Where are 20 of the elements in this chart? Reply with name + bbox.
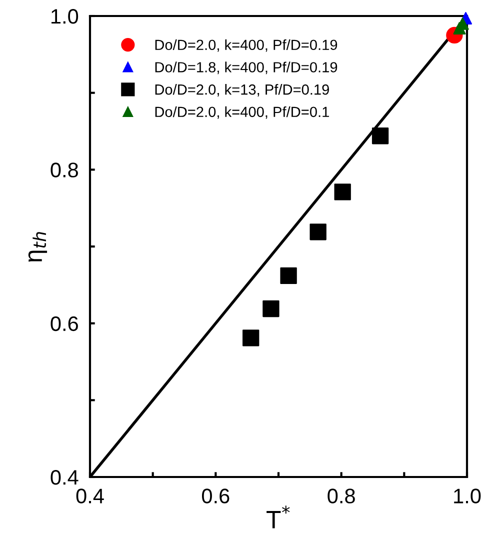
y-tick-label: 0.8: [50, 162, 78, 178]
legend-label: Do/D=2.0, k=400, Pf/D=0.1: [155, 106, 329, 119]
point: [334, 184, 351, 200]
x-tick-label: 1.0: [454, 488, 481, 504]
point: [310, 224, 326, 240]
point: [280, 267, 297, 284]
x-axis-title: T$^{*}$: [266, 506, 290, 528]
y-axis-title: η$_{th}$: [28, 232, 48, 262]
point: [242, 330, 260, 346]
point: [372, 128, 389, 144]
y-tick-label: 1.0: [52, 9, 78, 24]
x-tick-label: 0.8: [328, 488, 355, 504]
legend-label: Do/D=1.8, k=400, Pf/D=0.19: [155, 62, 338, 74]
y-tick-label: 0.4: [50, 470, 78, 485]
point: [262, 300, 280, 318]
y-tick-label: 0.6: [50, 316, 78, 332]
legend-label: Do/D=2.0, k=400, Pf/D=0.19: [155, 39, 338, 52]
x-tick-label: 0.4: [76, 488, 104, 504]
x-tick-label: 0.6: [202, 488, 230, 504]
legend-label: Do/D=2.0, k=13, Pf/D=0.19: [155, 84, 329, 96]
